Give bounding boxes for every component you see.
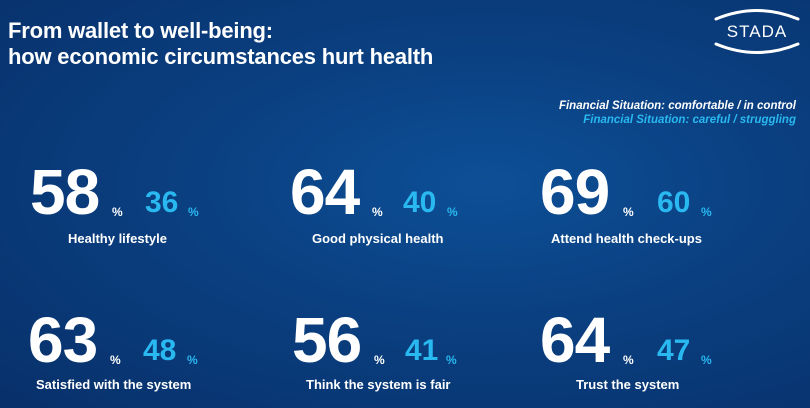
comfortable-percent-sign: % — [110, 353, 121, 367]
logo-arcs-icon — [714, 9, 800, 54]
legend-comfortable: Financial Situation: comfortable / in co… — [558, 100, 796, 112]
struggling-percent-sign: % — [701, 353, 712, 367]
stat-attend-health-check-ups: 69 % 60 % Attend health check-ups — [540, 160, 760, 260]
comfortable-percent-sign: % — [374, 353, 385, 367]
comfortable-value: 64 — [290, 156, 360, 228]
legend: Financial Situation: comfortable / in co… — [559, 99, 796, 127]
struggling-value: 40 — [403, 186, 437, 219]
stat-trust-the-system: 64 % 47 % Trust the system — [540, 308, 760, 408]
title-line-1: From wallet to well-being: — [8, 18, 273, 43]
stat-label: Healthy lifestyle — [68, 231, 167, 246]
comfortable-percent-sign: % — [112, 205, 123, 219]
comfortable-value: 56 — [292, 304, 362, 376]
stat-label: Good physical health — [312, 231, 444, 246]
comfortable-percent-sign: % — [372, 205, 383, 219]
comfortable-value: 63 — [28, 304, 98, 376]
title-line-2: how economic circumstances hurt health — [8, 44, 434, 69]
struggling-value: 48 — [143, 334, 177, 367]
comfortable-value: 64 — [540, 304, 610, 376]
legend-struggling: Financial Situation: careful / strugglin… — [583, 114, 796, 126]
comfortable-value: 69 — [540, 156, 610, 228]
struggling-value: 47 — [657, 334, 691, 367]
struggling-percent-sign: % — [701, 205, 712, 219]
stat-label: Attend health check-ups — [551, 231, 702, 246]
struggling-percent-sign: % — [188, 205, 199, 219]
struggling-value: 60 — [657, 186, 691, 219]
stat-think-the-system-is-fair: 56 % 41 % Think the system is fair — [292, 308, 512, 408]
struggling-percent-sign: % — [447, 205, 458, 219]
comfortable-value: 58 — [30, 156, 100, 228]
stat-label: Think the system is fair — [306, 377, 451, 392]
page-title: From wallet to well-being: how economic … — [8, 18, 433, 70]
struggling-value: 41 — [405, 334, 439, 367]
stat-good-physical-health: 64 % 40 % Good physical health — [290, 160, 510, 260]
stada-logo: STADA — [708, 4, 806, 56]
logo-text: STADA — [726, 22, 788, 41]
struggling-percent-sign: % — [187, 353, 198, 367]
comfortable-percent-sign: % — [623, 353, 634, 367]
struggling-percent-sign: % — [446, 353, 457, 367]
struggling-value: 36 — [145, 186, 179, 219]
comfortable-percent-sign: % — [623, 205, 634, 219]
stat-satisfied-with-the-system: 63 % 48 % Satisfied with the system — [28, 308, 248, 408]
stat-healthy-lifestyle: 58 % 36 % Healthy lifestyle — [30, 160, 250, 260]
stat-label: Satisfied with the system — [36, 377, 192, 392]
stat-label: Trust the system — [576, 377, 680, 392]
